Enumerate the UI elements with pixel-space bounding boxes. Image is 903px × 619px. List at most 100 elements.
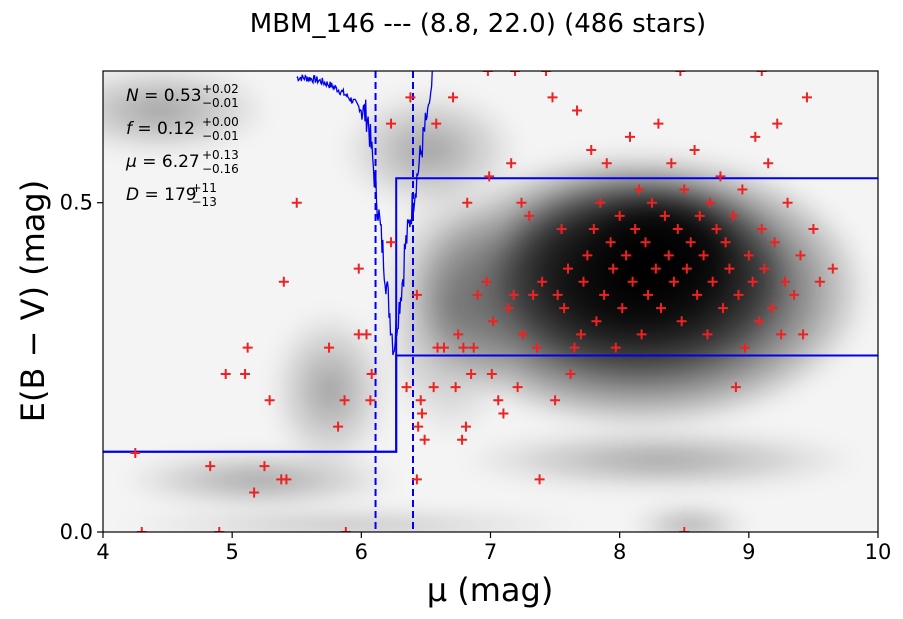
star-point: [510, 71, 521, 76]
star-point: [759, 263, 770, 274]
star-point: [366, 368, 377, 379]
star-point: [386, 118, 397, 129]
star-point: [259, 461, 270, 472]
x-tick-label: 8: [613, 540, 626, 564]
star-point: [559, 303, 570, 314]
star-point: [636, 329, 647, 340]
star-point: [621, 250, 632, 261]
star-point: [718, 303, 728, 314]
star-point: [517, 329, 528, 340]
fit-param-upper-error: +0.13: [202, 148, 239, 162]
star-point: [634, 184, 645, 195]
star-point: [653, 118, 664, 129]
star-point: [453, 329, 464, 340]
star-point: [675, 71, 686, 76]
star-point: [769, 237, 780, 248]
star-point: [249, 487, 260, 498]
star-point: [324, 342, 335, 353]
star-point: [516, 197, 527, 208]
star-point: [646, 197, 657, 208]
star-point: [457, 434, 468, 445]
y-axis-label: E(B − V) (mag): [14, 180, 52, 422]
star-point: [743, 250, 754, 261]
star-point: [488, 316, 499, 327]
fit-param-2: μ = 6.27: [125, 152, 200, 172]
star-point: [715, 171, 726, 182]
star-point: [460, 421, 471, 432]
y-axis: 0.0 0.5: [60, 191, 103, 544]
star-point: [782, 197, 793, 208]
star-point: [482, 71, 493, 76]
star-point: [601, 158, 612, 169]
star-point: [413, 421, 424, 432]
star-point: [681, 263, 692, 274]
star-point: [643, 289, 654, 300]
star-point: [694, 210, 705, 221]
star-point: [582, 250, 593, 261]
model-step-line: [103, 71, 878, 532]
x-tick-label: 9: [742, 540, 755, 564]
star-point: [401, 382, 412, 393]
star-point: [365, 395, 376, 406]
star-point: [458, 342, 469, 353]
star-point: [679, 184, 690, 195]
star-point: [666, 158, 677, 169]
star-point: [772, 118, 783, 129]
x-tick-label: 6: [355, 540, 368, 564]
star-point: [801, 92, 812, 103]
star-point: [586, 145, 597, 156]
star-point: [730, 382, 741, 393]
star-point: [405, 92, 416, 103]
star-point: [827, 263, 838, 274]
fit-param-upper-error: +11: [192, 181, 217, 195]
star-point: [698, 250, 709, 261]
star-point: [220, 368, 231, 379]
x-axis: 4 5 6 7 8 9 10: [96, 532, 891, 564]
star-point: [428, 382, 439, 393]
star-point: [242, 342, 253, 353]
star-point: [780, 276, 790, 287]
star-point: [541, 71, 552, 76]
star-point: [450, 382, 461, 393]
fit-param-0: N = 0.53: [126, 86, 202, 106]
star-point: [498, 408, 509, 419]
fit-param-1: f = 0.12: [126, 119, 195, 139]
star-point: [689, 145, 700, 156]
star-point: [361, 329, 372, 340]
star-point: [756, 71, 767, 76]
star-point: [591, 316, 602, 327]
star-point: [756, 224, 767, 235]
star-point: [663, 250, 674, 261]
star-point: [481, 276, 492, 287]
star-point: [705, 197, 716, 208]
x-tick-label: 7: [484, 540, 497, 564]
star-point: [556, 224, 567, 235]
star-point: [484, 171, 495, 182]
star-point: [578, 276, 589, 287]
star-point: [528, 289, 539, 300]
star-point: [493, 395, 504, 406]
star-point: [291, 197, 302, 208]
star-point: [599, 289, 610, 300]
star-point: [339, 395, 350, 406]
star-point: [595, 197, 606, 208]
star-point: [486, 368, 497, 379]
fit-param-upper-error: +0.02: [202, 82, 239, 96]
star-point: [747, 276, 758, 287]
star-point: [608, 263, 619, 274]
fit-param-lower-error: −0.16: [202, 162, 239, 176]
x-tick-label: 4: [96, 540, 109, 564]
star-point: [739, 342, 750, 353]
star-point: [702, 329, 713, 340]
star-point: [679, 527, 690, 532]
star-point: [630, 224, 641, 235]
star-point: [617, 303, 628, 314]
star-point: [462, 197, 473, 208]
star-point: [640, 237, 651, 248]
star-point: [737, 184, 748, 195]
star-point: [789, 289, 800, 300]
star-points: [130, 71, 838, 532]
star-point: [340, 527, 351, 532]
star-point: [431, 118, 442, 129]
star-point: [724, 263, 735, 274]
